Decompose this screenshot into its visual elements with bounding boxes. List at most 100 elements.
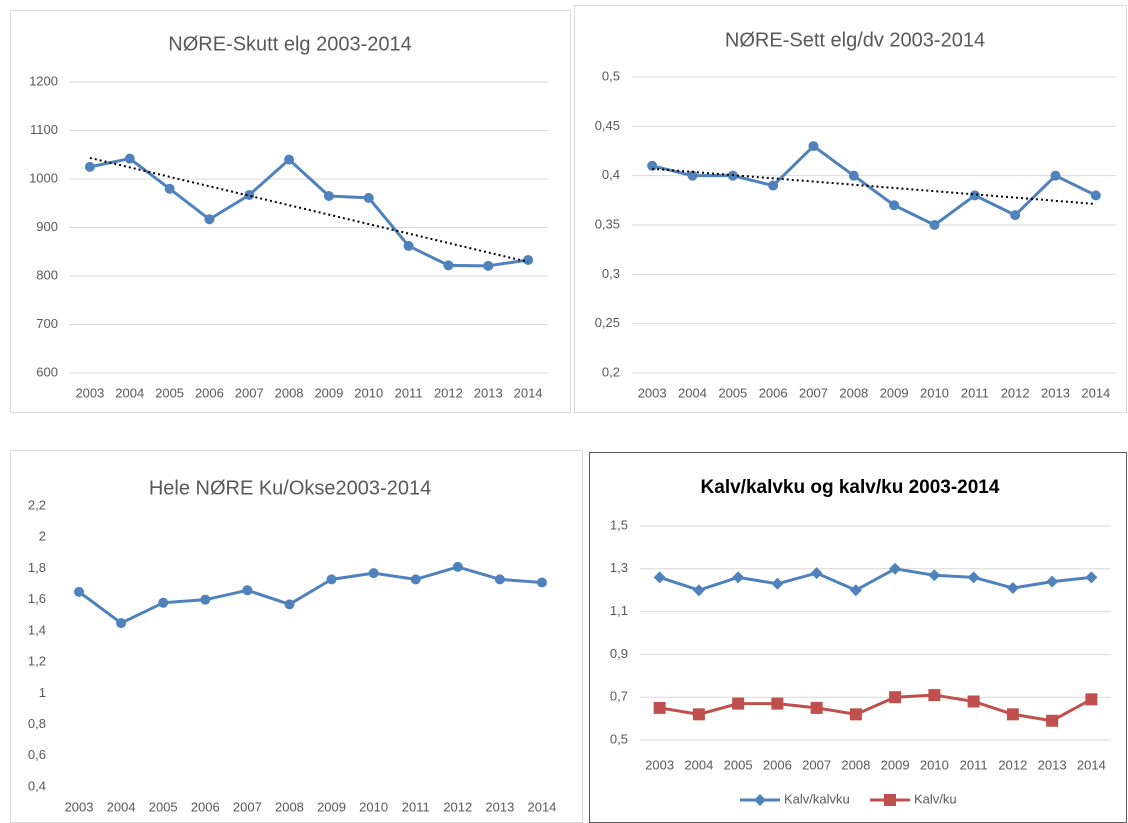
y-tick-label: 0,45 — [595, 118, 620, 133]
data-point — [452, 561, 463, 572]
data-point — [967, 695, 980, 708]
data-point — [687, 170, 698, 181]
data-point — [771, 697, 784, 710]
data-point — [808, 141, 819, 152]
y-tick-label: 2,2 — [28, 497, 46, 512]
y-tick-label: 1 — [39, 685, 46, 700]
x-tick-label: 2003 — [75, 385, 104, 400]
y-tick-label: 1,4 — [28, 622, 46, 637]
y-tick-label: 0,4 — [602, 167, 620, 182]
legend-marker — [754, 794, 766, 806]
data-point — [116, 618, 127, 629]
data-point — [363, 192, 374, 203]
data-point — [889, 691, 902, 704]
data-point — [732, 697, 745, 710]
data-point — [164, 183, 175, 194]
data-point — [523, 254, 534, 265]
y-tick-label: 0,5 — [610, 731, 628, 746]
x-tick-label: 2008 — [275, 799, 304, 814]
x-tick-label: 2012 — [434, 385, 463, 400]
x-tick-label: 2008 — [841, 757, 870, 772]
chart-frame — [589, 452, 1127, 823]
data-point — [242, 585, 253, 596]
y-tick-label: 0,9 — [610, 646, 628, 661]
x-tick-label: 2005 — [155, 385, 184, 400]
y-tick-label: 0,6 — [28, 747, 46, 762]
x-tick-label: 2004 — [678, 385, 707, 400]
data-point — [403, 240, 414, 251]
data-point — [326, 574, 337, 585]
data-point — [1090, 190, 1101, 201]
data-point — [889, 562, 902, 575]
y-tick-label: 1100 — [30, 122, 58, 137]
data-point — [368, 568, 379, 579]
data-point — [204, 214, 215, 225]
chart-frame — [574, 5, 1127, 413]
data-point — [1085, 693, 1098, 706]
data-point — [647, 160, 658, 171]
y-tick-label: 0,4 — [28, 778, 46, 793]
data-point — [771, 577, 784, 590]
x-tick-label: 2014 — [1077, 757, 1106, 772]
y-tick-label: 1,2 — [28, 654, 46, 669]
data-point — [158, 597, 169, 608]
x-tick-label: 2013 — [485, 799, 514, 814]
x-tick-label: 2014 — [527, 799, 556, 814]
data-point — [692, 584, 705, 597]
y-tick-label: 0,3 — [602, 266, 620, 281]
data-point — [1050, 170, 1061, 181]
chart-title: Kalv/kalvku og kalv/ku 2003-2014 — [701, 477, 1000, 498]
x-tick-label: 2007 — [799, 385, 828, 400]
chart-title: NØRE-Sett elg/dv 2003-2014 — [725, 29, 985, 51]
data-line — [659, 567, 1092, 592]
x-tick-label: 2009 — [317, 799, 346, 814]
data-point — [969, 190, 980, 201]
y-tick-label: 600 — [36, 364, 58, 379]
data-point — [928, 689, 941, 702]
y-tick-label: 1,3 — [610, 560, 628, 575]
data-point — [889, 200, 900, 211]
data-point — [200, 594, 211, 605]
data-point — [284, 154, 295, 165]
x-tick-label: 2004 — [115, 385, 144, 400]
y-tick-label: 700 — [36, 316, 58, 331]
data-point — [84, 161, 95, 172]
x-tick-label: 2010 — [920, 757, 949, 772]
x-tick-label: 2011 — [402, 799, 430, 814]
y-tick-label: 1,6 — [28, 591, 46, 606]
trend-line — [89, 156, 529, 263]
data-point — [732, 571, 745, 584]
data-point — [692, 708, 705, 721]
data-point — [483, 260, 494, 271]
y-tick-label: 1,8 — [28, 560, 46, 575]
x-tick-label: 2006 — [195, 385, 224, 400]
x-tick-label: 2006 — [759, 385, 788, 400]
data-point — [1006, 582, 1019, 595]
x-tick-label: 2012 — [998, 757, 1027, 772]
data-point — [810, 701, 823, 714]
x-tick-label: 2009 — [881, 757, 910, 772]
legend-marker — [884, 794, 896, 806]
y-tick-label: 0,5 — [602, 68, 620, 83]
y-tick-label: 2 — [39, 529, 46, 544]
x-tick-label: 2012 — [443, 799, 472, 814]
x-tick-label: 2006 — [763, 757, 792, 772]
chart-title: NØRE-Skutt elg 2003-2014 — [168, 33, 411, 55]
data-line — [89, 157, 529, 268]
x-tick-label: 2005 — [718, 385, 747, 400]
x-tick-label: 2007 — [235, 385, 264, 400]
data-point — [928, 569, 941, 582]
y-tick-label: 1200 — [29, 73, 58, 88]
data-point — [929, 220, 940, 230]
data-point — [653, 571, 666, 584]
x-tick-label: 2011 — [960, 757, 988, 772]
data-point — [848, 170, 859, 181]
data-point — [849, 584, 862, 597]
legend-label: Kalv/ku — [914, 791, 957, 806]
data-point — [1046, 714, 1059, 727]
x-tick-label: 2005 — [149, 799, 178, 814]
x-tick-label: 2004 — [107, 799, 136, 814]
data-point — [124, 153, 135, 164]
